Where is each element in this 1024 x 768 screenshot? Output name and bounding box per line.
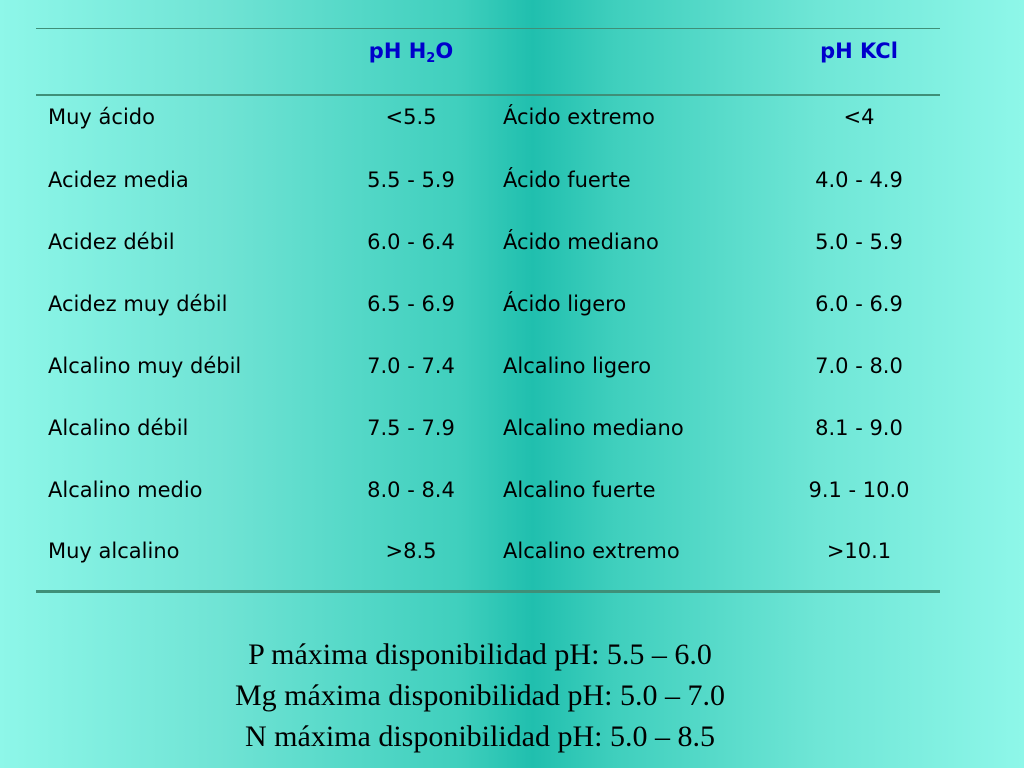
kcl-class: Ácido fuerte [503,168,631,192]
kcl-class: Alcalino mediano [503,416,684,440]
kcl-range: >10.1 [826,539,892,563]
table-row: Alcalino débil 7.5 - 7.9 Alcalino median… [0,411,1024,445]
table-header-rule [36,94,940,96]
h2o-class: Acidez muy débil [48,292,228,316]
table-row: Muy ácido <5.5 Ácido extremo <4 [0,100,1024,134]
note-nitrogen: N máxima disponibilidad pH: 5.0 – 8.5 [245,720,715,753]
note-magnesium: Mg máxima disponibilidad pH: 5.0 – 7.0 [235,679,725,712]
kcl-range: 5.0 - 5.9 [815,230,903,254]
table-row: Alcalino medio 8.0 - 8.4 Alcalino fuerte… [0,473,1024,507]
kcl-range: <4 [843,105,875,129]
table-row: Acidez débil 6.0 - 6.4 Ácido mediano 5.0… [0,225,1024,259]
kcl-range: 8.1 - 9.0 [815,416,903,440]
h2o-class: Muy ácido [48,105,155,129]
kcl-class: Alcalino extremo [503,539,680,563]
kcl-range: 7.0 - 8.0 [815,354,903,378]
h2o-range: 7.0 - 7.4 [367,354,455,378]
h2o-class: Muy alcalino [48,539,180,563]
availability-notes: P máxima disponibilidad pH: 5.5 – 6.0 Mg… [0,634,960,757]
table-top-rule [36,28,940,29]
h2o-class: Alcalino débil [48,416,189,440]
kcl-range: 6.0 - 6.9 [815,292,903,316]
h2o-range: 7.5 - 7.9 [367,416,455,440]
h2o-class: Alcalino medio [48,478,203,502]
kcl-range: 4.0 - 4.9 [815,168,903,192]
header-ph-h2o: pH H2O [368,39,454,66]
h2o-range: 8.0 - 8.4 [367,478,455,502]
kcl-class: Alcalino ligero [503,354,652,378]
h2o-range: 6.0 - 6.4 [367,230,455,254]
h2o-class: Acidez débil [48,230,175,254]
table-row: Acidez media 5.5 - 5.9 Ácido fuerte 4.0 … [0,163,1024,197]
h2o-range: 6.5 - 6.9 [367,292,455,316]
table-row: Acidez muy débil 6.5 - 6.9 Ácido ligero … [0,287,1024,321]
kcl-class: Ácido extremo [503,105,655,129]
kcl-range: 9.1 - 10.0 [808,478,910,502]
kcl-class: Ácido mediano [503,230,659,254]
note-phosphorus: P máxima disponibilidad pH: 5.5 – 6.0 [248,638,712,671]
header-ph-kcl: pH KCl [820,39,898,63]
table-row: Alcalino muy débil 7.0 - 7.4 Alcalino li… [0,349,1024,383]
h2o-range: <5.5 [385,105,437,129]
h2o-range: >8.5 [385,539,437,563]
h2o-class: Acidez media [48,168,189,192]
kcl-class: Alcalino fuerte [503,478,656,502]
table-row: Muy alcalino >8.5 Alcalino extremo >10.1 [0,534,1024,568]
table-bottom-rule [36,590,940,593]
h2o-range: 5.5 - 5.9 [367,168,455,192]
kcl-class: Ácido ligero [503,292,627,316]
h2o-class: Alcalino muy débil [48,354,242,378]
